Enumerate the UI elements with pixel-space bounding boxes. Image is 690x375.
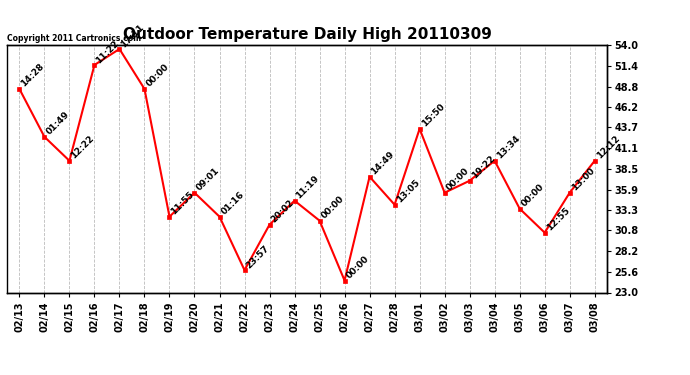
Text: 12:12: 12:12 [595,134,621,161]
Text: 13:05: 13:05 [395,178,421,205]
Text: 15:50: 15:50 [420,102,446,129]
Text: 14:28: 14:28 [19,62,46,89]
Text: 11:55: 11:55 [170,190,196,217]
Text: 23:57: 23:57 [244,243,271,270]
Text: 17:11: 17:11 [119,22,146,49]
Text: 09:01: 09:01 [195,166,221,193]
Text: Copyright 2011 Cartronics.com: Copyright 2011 Cartronics.com [7,33,141,42]
Text: 13:34: 13:34 [495,134,522,161]
Text: 11:22: 11:22 [95,38,121,65]
Text: 12:55: 12:55 [544,206,571,232]
Text: 11:19: 11:19 [295,174,322,201]
Text: 13:00: 13:00 [570,166,596,193]
Text: 00:00: 00:00 [520,182,546,209]
Text: 00:00: 00:00 [144,63,170,89]
Text: 19:22: 19:22 [470,154,496,181]
Text: 12:22: 12:22 [70,134,96,161]
Text: 00:00: 00:00 [444,166,471,193]
Text: 00:00: 00:00 [344,254,371,280]
Text: 20:02: 20:02 [270,198,296,225]
Title: Outdoor Temperature Daily High 20110309: Outdoor Temperature Daily High 20110309 [123,27,491,42]
Text: 00:00: 00:00 [319,194,346,220]
Text: 01:16: 01:16 [219,190,246,217]
Text: 01:49: 01:49 [44,110,71,137]
Text: 14:49: 14:49 [370,150,397,177]
